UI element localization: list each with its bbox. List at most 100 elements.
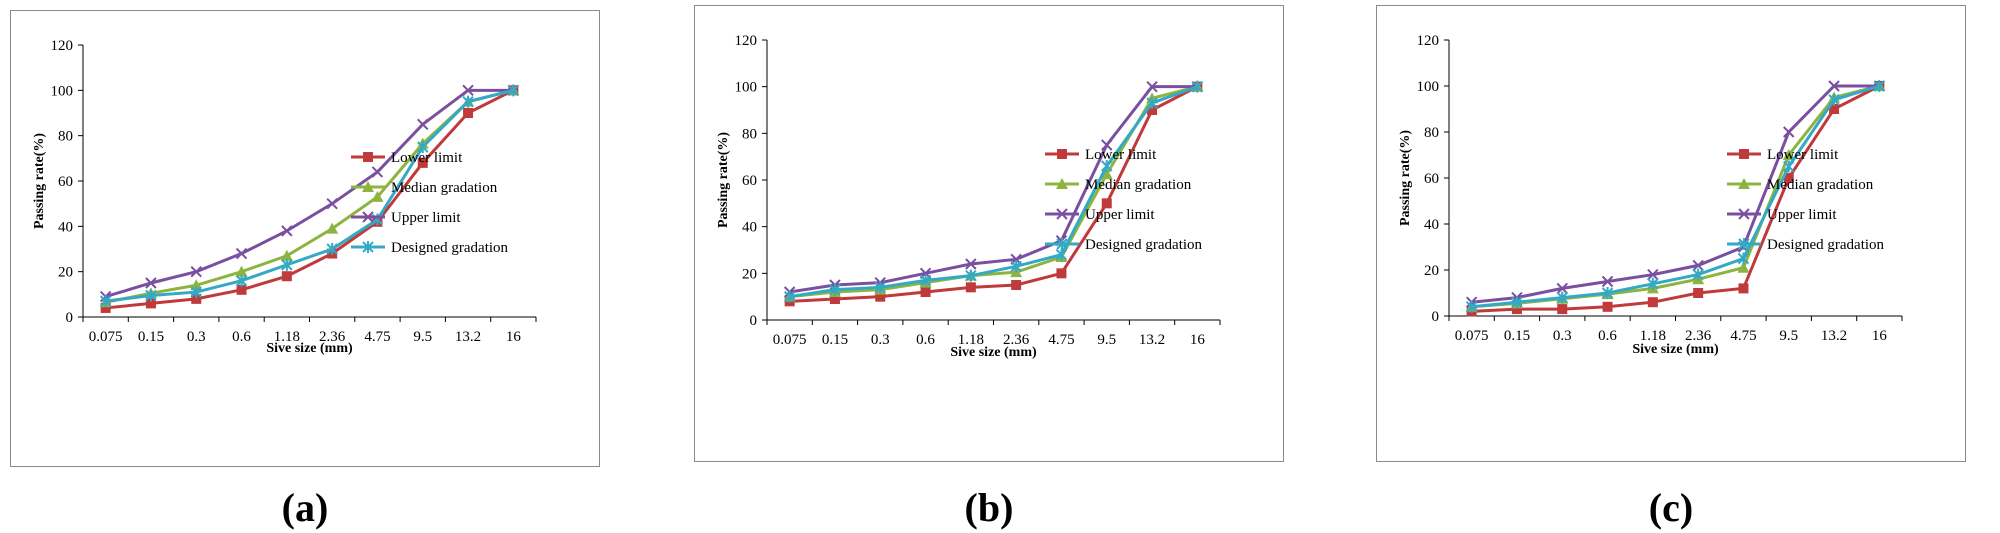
legend-item-designed: Designed gradation	[351, 240, 509, 256]
data-point-designed	[1601, 287, 1614, 299]
data-point-upper	[417, 118, 429, 131]
legend-label-median: Median gradation	[1085, 177, 1192, 193]
y-tick-label: 80	[1424, 125, 1439, 141]
legend-item-lower: Lower limit	[1045, 147, 1157, 163]
x-tick-label: 0.6	[232, 329, 251, 345]
y-tick-label: 80	[58, 129, 73, 145]
y-axis-label: Passing rate(%)	[1398, 130, 1413, 226]
legend-label-upper: Upper limit	[1767, 207, 1837, 223]
data-point-lower	[191, 293, 202, 304]
y-tick-label: 60	[742, 173, 757, 189]
legend-item-median: Median gradation	[1727, 177, 1874, 193]
legend-label-lower: Lower limit	[1085, 147, 1157, 163]
data-point-upper	[235, 247, 248, 260]
series-line-designed	[105, 88, 514, 303]
x-tick-label: 2.36	[1685, 328, 1712, 344]
data-point-median	[371, 190, 384, 202]
y-tick-label: 100	[1417, 79, 1440, 95]
data-point-lower	[236, 284, 247, 295]
data-point-designed	[919, 274, 932, 287]
data-point-designed	[1873, 80, 1886, 92]
x-tick-label: 16	[506, 329, 522, 345]
data-point-designed	[1465, 300, 1478, 313]
data-point-lower	[145, 298, 156, 309]
chart-b-svg: 0 20 40 60 80 100 120 0.075 0.15 0.3 0.6 1.18 2.36 4.…	[716, 33, 1221, 360]
data-point-designed	[1783, 160, 1795, 173]
data-point-designed	[326, 243, 338, 255]
data-point-median	[190, 279, 203, 291]
data-point-designed	[1191, 80, 1204, 93]
x-tick-label: 13.2	[455, 329, 481, 345]
legend-marker-designed	[362, 241, 374, 253]
legend-item-upper: Upper limit	[351, 210, 461, 226]
data-point-designed	[281, 258, 293, 271]
y-tick-label: 20	[1424, 263, 1439, 279]
y-tick-label: 20	[58, 265, 73, 281]
legend-label-upper: Upper limit	[1085, 207, 1155, 223]
data-point-designed	[874, 281, 886, 294]
data-point-designed	[462, 95, 474, 108]
chart-panel-a: 0 20 40 60 80 100 120 0.075 0.15 0.3 0.6 1.18 2.36 4.…	[10, 10, 600, 467]
data-point-median	[326, 222, 339, 234]
data-point-lower	[463, 108, 474, 118]
legend-item-lower: Lower limit	[351, 150, 463, 166]
data-point-upper	[1556, 282, 1568, 295]
legend-marker-upper	[1738, 208, 1750, 220]
data-point-upper	[1783, 126, 1795, 138]
data-point-median	[1782, 149, 1795, 160]
data-point-upper	[1146, 80, 1158, 93]
x-tick-label: 9.5	[1097, 332, 1116, 348]
series-line-designed	[1471, 84, 1880, 309]
x-tick-label: 2.36	[1003, 332, 1030, 348]
data-point-designed	[235, 274, 248, 287]
y-tick-label: 100	[51, 83, 74, 99]
data-point-designed	[829, 283, 841, 296]
x-tick-label: 13.2	[1139, 332, 1165, 348]
legend-item-upper: Upper limit	[1045, 207, 1155, 223]
x-tick-label: 1.18	[1640, 328, 1666, 344]
x-tick-label: 0.3	[1553, 328, 1572, 344]
data-point-upper	[1601, 275, 1614, 288]
legend-label-upper: Upper limit	[391, 210, 461, 226]
data-point-upper	[326, 197, 338, 210]
x-tick-label: 4.75	[1048, 332, 1074, 348]
data-point-median	[280, 249, 293, 261]
legend-marker-lower	[1057, 149, 1067, 159]
data-point-upper	[462, 84, 474, 97]
x-tick-label: 16	[1190, 332, 1206, 348]
legend-label-median: Median gradation	[391, 180, 498, 196]
data-point-designed	[965, 269, 977, 282]
series-line-median	[105, 88, 514, 304]
data-point-designed	[1556, 291, 1568, 304]
data-point-upper	[371, 166, 384, 178]
legend-marker-upper	[362, 211, 374, 223]
legend-item-designed: Designed gradation	[1727, 237, 1885, 253]
series-designed	[783, 80, 1204, 303]
legend-item-designed: Designed gradation	[1045, 237, 1203, 253]
legend-marker-lower	[363, 152, 373, 162]
data-point-designed	[1146, 97, 1158, 109]
legend-label-lower: Lower limit	[391, 150, 463, 166]
legend-marker-designed	[1056, 238, 1068, 250]
data-point-designed	[783, 290, 796, 303]
caption-c: (c)	[1648, 485, 1694, 530]
y-tick-label: 100	[735, 80, 758, 96]
legend-item-median: Median gradation	[1045, 177, 1192, 193]
data-point-lower	[1011, 280, 1022, 290]
series-line-upper	[1471, 84, 1880, 304]
x-tick-label: 2.36	[319, 329, 346, 345]
x-tick-label: 4.75	[364, 329, 390, 345]
data-point-lower	[965, 282, 976, 293]
data-point-lower	[1647, 297, 1658, 308]
y-tick-label: 60	[1424, 171, 1439, 187]
series-upper	[1465, 80, 1886, 308]
series-line-upper	[105, 88, 514, 299]
series-line-upper	[789, 85, 1198, 294]
data-point-median	[1737, 261, 1750, 273]
data-point-designed	[1828, 93, 1840, 106]
chart-a-svg: 0 20 40 60 80 100 120 0.075 0.15 0.3 0.6 1.18 2.36 4.…	[32, 38, 537, 356]
chart-c-svg: 0 20 40 60 80 100 120 0.075 0.15 0.3 0.6 1.18 2.36 4.…	[1398, 33, 1903, 357]
series-designed	[99, 84, 520, 308]
y-tick-label: 40	[1424, 217, 1439, 233]
x-tick-label: 16	[1872, 328, 1888, 344]
